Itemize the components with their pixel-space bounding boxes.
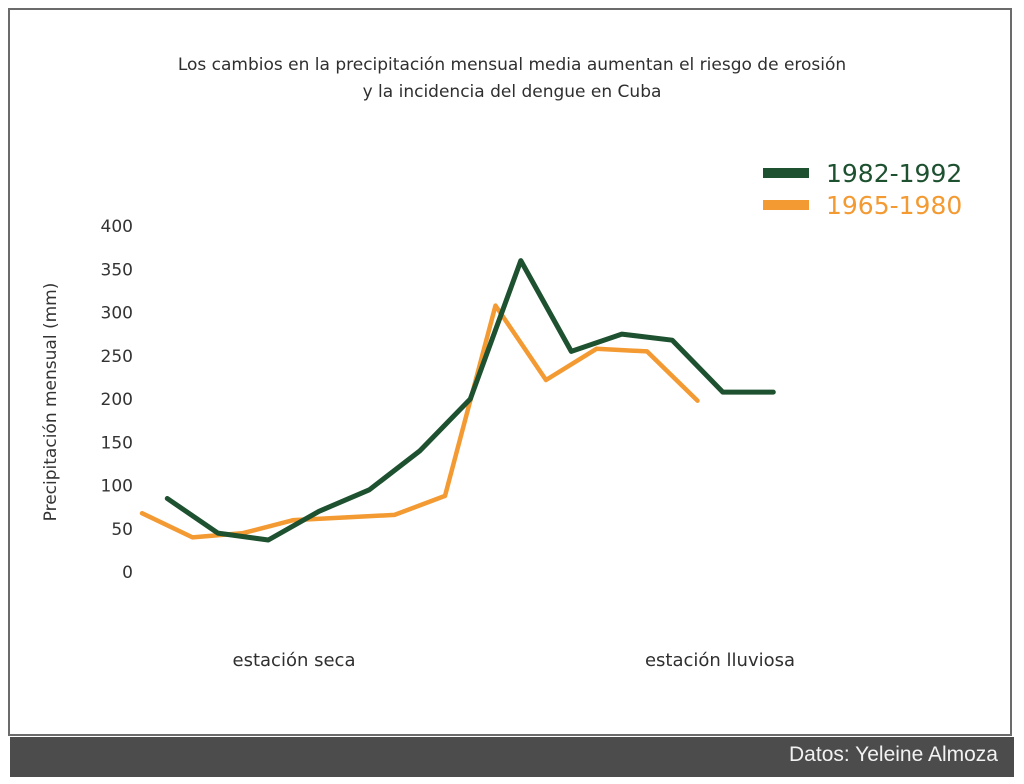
chart-title: Los cambios en la precipitación mensual …	[0, 52, 1024, 106]
chart-frame	[8, 8, 1012, 736]
data-source: Datos: Yeleine Almoza	[789, 743, 998, 766]
legend: 1982-1992 1965-1980	[763, 159, 962, 220]
y-axis-label: Precipitación mensual (mm)	[41, 283, 61, 522]
series-line-1982-1992	[164, 258, 776, 543]
y-tick-label-400: 400	[101, 217, 133, 237]
legend-swatch-1982-1992	[763, 168, 809, 178]
y-tick-label-100: 100	[101, 477, 133, 497]
y-tick-label-0: 0	[122, 563, 133, 583]
y-tick-label-350: 350	[101, 260, 133, 280]
season-label-dry: estación seca	[233, 650, 356, 671]
y-tick-label-300: 300	[101, 304, 133, 324]
y-axis-ticks: 0 50 100 150 200 250 300 350 400	[101, 217, 133, 583]
legend-swatch-1965-1980	[763, 200, 809, 210]
chart-title-line-2: y la incidencia del dengue en Cuba	[362, 82, 662, 102]
series-layer	[139, 258, 776, 543]
season-label-rainy: estación lluviosa	[645, 650, 795, 671]
chart-title-line-1: Los cambios en la precipitación mensual …	[177, 55, 847, 75]
series-line-1965-1980	[139, 303, 700, 540]
y-tick-label-50: 50	[111, 520, 133, 540]
legend-label-1965-1980: 1965-1980	[826, 191, 962, 220]
footer-bar: Datos: Yeleine Almoza	[10, 737, 1014, 777]
y-tick-label-200: 200	[101, 390, 133, 410]
legend-label-1982-1992: 1982-1992	[826, 159, 962, 188]
y-tick-label-150: 150	[101, 433, 133, 453]
y-tick-label-250: 250	[101, 347, 133, 367]
